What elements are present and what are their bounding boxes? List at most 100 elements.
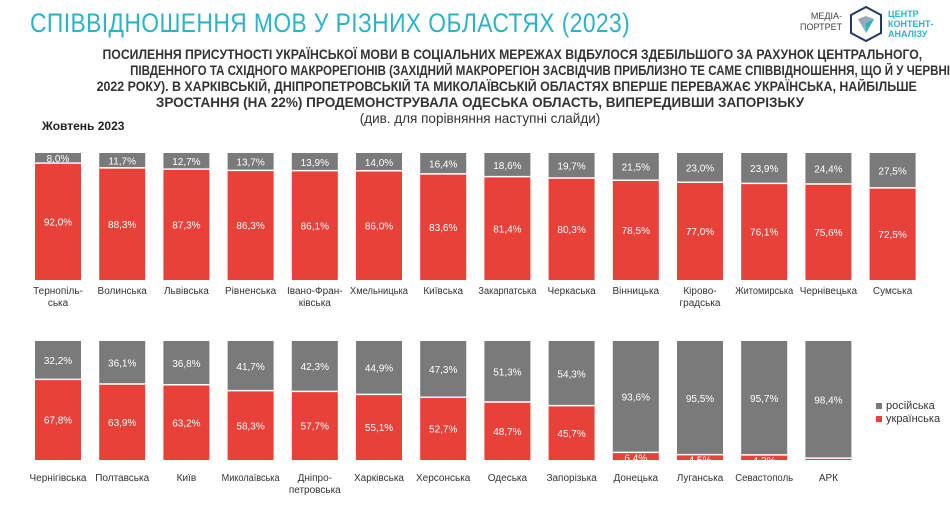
bar-russian [741, 153, 788, 184]
category-label: Полтавська [95, 473, 149, 484]
subtitle-line: ПІВДЕННОГО ТА СХІДНОГО МАКРОРЕГІОНІВ (ЗА… [130, 63, 950, 78]
label-ukrainian: 88,3% [108, 220, 136, 231]
label-russian: 44,9% [365, 364, 393, 375]
bar-ukrainian [420, 397, 467, 460]
category-label: Луганська [677, 473, 724, 484]
label-ukrainian: 52,7% [429, 425, 457, 436]
bar-ukrainian [420, 173, 467, 280]
label-russian: 54,3% [557, 369, 585, 380]
logo-text: МЕДІА- [810, 11, 842, 21]
label-ukrainian: 87,3% [172, 221, 200, 232]
bar-russian [99, 341, 146, 384]
bar-russian [869, 153, 916, 188]
logo-text: ЦЕНТР [888, 9, 919, 19]
category-label: Запорізька [546, 473, 597, 484]
bar-russian [805, 153, 852, 184]
bar-ukrainian [741, 183, 788, 280]
label-ukrainian: 4,5% [689, 456, 712, 467]
category-label: Чернівецька [800, 286, 858, 297]
bar-russian [291, 341, 338, 392]
bar-ukrainian [805, 458, 852, 460]
logo-text: КОНТЕНТ- [888, 19, 934, 29]
bar-ukrainian [484, 402, 531, 460]
bar-russian [805, 341, 852, 459]
bar-ukrainian [548, 405, 595, 460]
label-ukrainian: 57,7% [301, 422, 329, 433]
label-russian: 93,6% [622, 393, 650, 404]
category-label: ська [48, 298, 69, 309]
logo: МЕДІА- ПОРТРЕТ ЦЕНТР КОНТЕНТ- АНАЛІЗУ [800, 3, 950, 43]
label-ukrainian: 77,0% [686, 227, 714, 238]
category-label: градська [680, 298, 721, 309]
label-ukrainian: 81,4% [493, 224, 521, 235]
bar-ukrainian [677, 182, 723, 280]
label-ukrainian: 45,7% [557, 429, 585, 440]
label-ukrainian: 86,3% [236, 221, 264, 232]
category-label: Львівська [164, 286, 209, 297]
label-russian: 24,4% [814, 164, 842, 175]
bar-ukrainian [35, 163, 81, 280]
category-label: Чернігівська [30, 473, 87, 484]
bar-russian [548, 341, 595, 406]
category-label: Тернопіль- [33, 286, 83, 297]
label-russian: 32,2% [44, 356, 72, 367]
label-russian: 16,4% [429, 159, 457, 170]
bar-ukrainian [869, 187, 916, 280]
legend-ukrainian: українська [886, 413, 941, 425]
bar-russian [227, 153, 274, 171]
label-russian: 18,6% [493, 161, 521, 172]
label-russian: 41,7% [236, 362, 264, 373]
subtitle-line: ЗРОСТАННЯ (НА 22%) ПРОДЕМОНСТРУВАЛА ОДЕС… [155, 95, 805, 110]
bar-russian [548, 153, 595, 179]
category-label: Вінницька [612, 286, 659, 297]
category-label: Дніпро- [298, 473, 332, 484]
bar-russian [677, 153, 723, 183]
bar-russian [99, 153, 146, 168]
bar-russian [484, 341, 531, 403]
subtitle-line: ПОСИЛЕННЯ ПРИСУТНОСТІ УКРАЇНСЬКОЇ МОВИ В… [102, 47, 923, 62]
label-ukrainian: 58,3% [236, 421, 264, 432]
legend-swatch-russian [876, 403, 882, 409]
bar-ukrainian [99, 167, 146, 280]
category-label: Волинська [98, 286, 148, 297]
category-label: Севастополь [735, 473, 793, 484]
bar-ukrainian [356, 394, 402, 460]
label-russian: 11,7% [108, 156, 136, 167]
bar-ukrainian [677, 454, 723, 460]
label-ukrainian: 4,3% [753, 456, 776, 467]
label-ukrainian: 78,5% [622, 226, 650, 237]
label-ukrainian: 48,7% [493, 427, 521, 438]
label-russian: 36,1% [108, 358, 136, 369]
label-russian: 13,7% [236, 158, 264, 169]
category-label: Донецька [613, 473, 658, 484]
label-russian: 42,3% [301, 362, 329, 373]
bar-ukrainian [612, 180, 659, 280]
bar-ukrainian [291, 170, 338, 280]
category-label: Одеська [488, 473, 528, 484]
category-label: Житомирська [735, 286, 793, 297]
category-label: АРК [819, 473, 838, 484]
label-ukrainian: 6,4% [624, 453, 647, 464]
label-ukrainian: 63,9% [108, 418, 136, 429]
subtitle: ПОСИЛЕННЯ ПРИСУТНОСТІ УКРАЇНСЬКОЇ МОВИ В… [60, 47, 950, 127]
label-ukrainian: 55,1% [365, 423, 393, 434]
bar-russian [35, 341, 81, 380]
legend-russian: російська [886, 400, 936, 412]
label-ukrainian: 75,6% [814, 228, 842, 239]
category-label: Рівненська [225, 286, 277, 297]
label-ukrainian: 67,8% [44, 416, 72, 427]
bar-russian [163, 153, 210, 170]
label-russian: 21,5% [622, 163, 650, 174]
label-russian: 98,4% [814, 396, 842, 407]
category-label: ківська [299, 298, 332, 309]
category-label: Сумська [873, 286, 913, 297]
bar-russian [420, 341, 467, 398]
subtitle-line: 2022 РОКУ). В ХАРКІВСЬКІЙ, ДНІПРОПЕТРОВС… [96, 79, 917, 94]
logo-text: ПОРТРЕТ [800, 22, 843, 32]
label-ukrainian: 92,0% [44, 218, 72, 229]
label-russian: 23,0% [686, 164, 714, 175]
bar-russian [612, 153, 659, 181]
label-russian: 36,8% [172, 359, 200, 370]
category-label: Хмельницька [350, 286, 408, 297]
bar-ukrainian [805, 183, 852, 280]
